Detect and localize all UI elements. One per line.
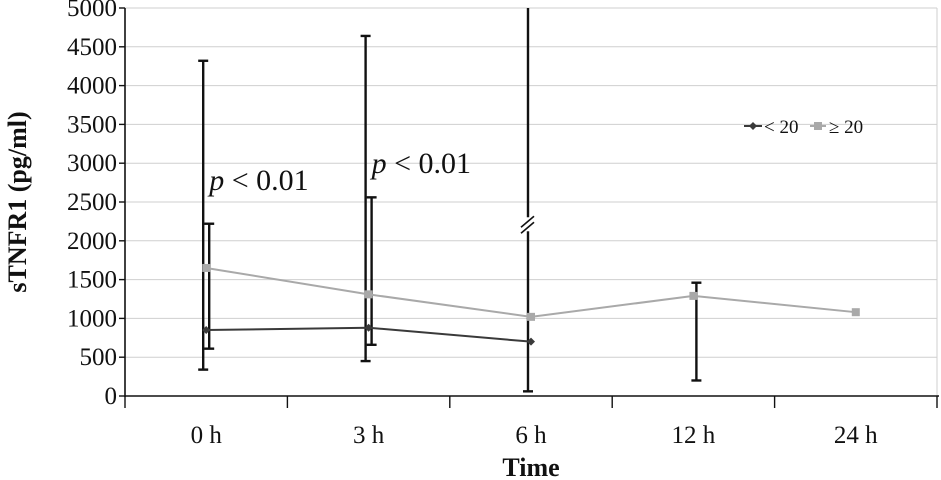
- x-tick-label: 24 h: [834, 422, 878, 449]
- legend: < 20 ≥ 20: [744, 117, 863, 138]
- x-tick-label: 3 h: [353, 422, 385, 449]
- error-bars-series-0: [198, 8, 535, 393]
- y-tick-label: 2500: [67, 189, 117, 216]
- grid-lines: [125, 7, 938, 396]
- y-tick-label: 4500: [67, 34, 117, 61]
- y-tick-label: 500: [80, 344, 118, 371]
- y-axis-title: sTNFR1 (pg/ml): [3, 111, 32, 292]
- legend-item-ge20: ≥ 20: [810, 117, 863, 138]
- y-tick-label: 1000: [67, 305, 117, 332]
- y-tick-label: 1500: [67, 267, 117, 294]
- axis-break-mark: [520, 215, 535, 228]
- p-value-text: < 0.01: [387, 147, 471, 180]
- x-tick-label: 0 h: [191, 422, 223, 449]
- data-point: [527, 312, 535, 321]
- data-point: [364, 323, 373, 332]
- x-axis-title: Time: [502, 453, 559, 480]
- p-value-text: < 0.01: [224, 164, 308, 197]
- legend-item-lt20: < 20: [744, 117, 798, 138]
- data-point: [851, 308, 860, 317]
- y-tick-label: 4000: [67, 73, 117, 100]
- axis-break-gap: [522, 217, 534, 232]
- legend-marker-square: [814, 122, 822, 130]
- y-tick-label: 5000: [67, 0, 117, 22]
- p-value-annotation-0h: p < 0.01: [207, 164, 308, 197]
- data-point: [202, 263, 211, 272]
- legend-label-lt20: < 20: [764, 117, 798, 138]
- y-tick-label: 2000: [67, 228, 117, 255]
- data-point: [364, 290, 373, 299]
- data-point: [527, 337, 535, 346]
- p-value-annotation-3h: p < 0.01: [370, 147, 471, 180]
- data-point: [689, 291, 698, 300]
- legend-marker-diamond: [749, 122, 757, 130]
- x-tick-label: 6 h: [515, 422, 547, 449]
- p-symbol: p: [207, 164, 224, 197]
- series-layer: [198, 8, 860, 393]
- y-tick-label: 3000: [67, 150, 117, 177]
- annotations: p < 0.01 p < 0.01: [207, 147, 471, 197]
- series-1: [202, 263, 860, 321]
- legend-label-ge20: ≥ 20: [829, 117, 863, 138]
- axes: 0 500 1000 1500 2000 2500 3000 3500 4000 4500 5000…: [67, 0, 939, 449]
- series-0: [202, 323, 535, 346]
- y-tick-label: 3500: [67, 111, 117, 138]
- x-tick-label: 12 h: [672, 422, 716, 449]
- data-point: [202, 326, 211, 335]
- y-tick-label: 0: [105, 383, 118, 410]
- p-symbol: p: [370, 147, 387, 180]
- axis-break-mark: [520, 221, 535, 234]
